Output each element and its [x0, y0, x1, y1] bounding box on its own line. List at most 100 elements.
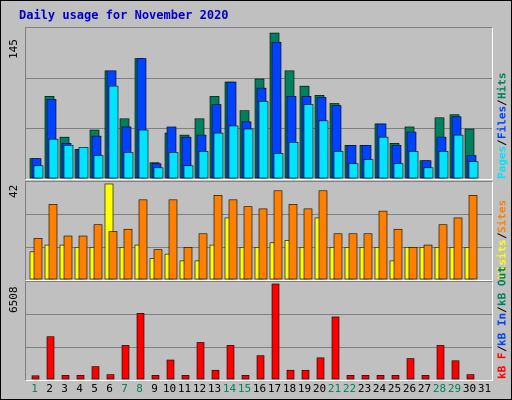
legend-entry: Pages [495, 145, 509, 179]
x-tick-label: 22 [342, 382, 357, 395]
chart-title: Daily usage for November 2020 [19, 8, 229, 22]
sites-bar [198, 233, 208, 280]
pages-bar [48, 138, 59, 179]
pages-bar [303, 104, 314, 179]
x-tick-label: 3 [61, 382, 68, 395]
x-tick-label: 9 [151, 382, 158, 395]
sites-bar [243, 206, 253, 280]
kb-f-bar [256, 355, 265, 380]
hits-files-pages-chart [26, 32, 492, 179]
pages-bar [348, 163, 359, 179]
y-max-label-bottom: 6508 [7, 286, 20, 314]
pages-bar [468, 161, 479, 179]
sites-bar [108, 231, 118, 280]
kb-f-bar [121, 345, 130, 380]
pages-bar [198, 151, 209, 179]
legend-entry: Files [495, 106, 509, 140]
pages-bar [273, 153, 284, 179]
legend-entry: / [495, 306, 509, 313]
x-tick-label: 7 [121, 382, 128, 395]
x-tick-label: 27 [417, 382, 432, 395]
kb-f-bar [61, 375, 70, 380]
pages-bar [393, 163, 404, 179]
pages-bar [258, 101, 269, 179]
pages-bar [33, 165, 44, 179]
kb-f-bar [226, 345, 235, 380]
sites-bar [468, 195, 478, 280]
kb-f-bar [421, 375, 430, 380]
kb-f-bar [31, 375, 40, 380]
sites-bar [393, 228, 403, 280]
legend-entry: kB Out [495, 266, 509, 307]
sites-bar [123, 228, 133, 280]
x-tick-label: 24 [372, 382, 387, 395]
kb-f-bar [376, 375, 385, 380]
sites-bar [303, 208, 313, 280]
x-tick-label: 19 [297, 382, 312, 395]
pages-bar [333, 151, 344, 179]
pages-bar [213, 132, 224, 179]
x-tick-label: 18 [282, 382, 297, 395]
x-tick-label: 16 [252, 382, 267, 395]
legend-entry: / [495, 345, 509, 353]
x-tick-label: 31 [477, 382, 492, 395]
kb-f-bar [166, 359, 175, 380]
legend-top: Pages / Files / Hits [495, 27, 509, 179]
x-tick-label: 6 [106, 382, 113, 395]
pages-bar [378, 136, 389, 179]
legend-entry: / [495, 139, 509, 146]
x-tick-label: 21 [327, 382, 342, 395]
x-tick-label: 28 [432, 382, 447, 395]
x-tick-label: 29 [447, 382, 462, 395]
sites-bar [168, 199, 178, 280]
x-tick-label: 11 [177, 382, 192, 395]
legend-entry: / [495, 232, 509, 240]
hits-files-pages-panel [25, 27, 493, 180]
pages-bar [138, 129, 149, 179]
pages-bar [63, 145, 74, 179]
x-tick-label: 15 [237, 382, 252, 395]
pages-bar [243, 128, 254, 179]
kb-f-bar [106, 374, 115, 380]
kb-f-bar [301, 369, 310, 380]
x-tick-label: 14 [222, 382, 237, 395]
legend-entry: Hits [495, 73, 509, 100]
x-tick-label: 20 [312, 382, 327, 395]
kb-f-bar [466, 374, 475, 380]
pages-bar [153, 167, 164, 179]
sites-bar [438, 224, 448, 280]
kb-f-bar [151, 375, 160, 380]
sites-bar [288, 204, 298, 280]
kb-f-bar [286, 369, 295, 380]
pages-bar [168, 152, 179, 179]
sites-bar [348, 233, 358, 280]
sites-bar [213, 195, 223, 280]
legend-middle: Visits / Sites [495, 181, 509, 280]
x-tick-label: 12 [192, 382, 207, 395]
kb-f-bar [331, 316, 340, 380]
visits-sites-panel [25, 181, 493, 281]
x-tick-label: 17 [267, 382, 282, 395]
legend-entry: Sites [495, 199, 509, 233]
sites-bar [93, 224, 103, 280]
pages-bar [363, 159, 374, 179]
sites-bar [408, 247, 418, 280]
x-tick-label: 26 [402, 382, 417, 395]
legend-bottom: kB F / kB In / kB Out [495, 266, 509, 379]
pages-bar [78, 147, 89, 179]
y-max-label-top: 145 [7, 39, 20, 59]
pages-bar [123, 152, 134, 179]
pages-bar [318, 120, 329, 179]
x-tick-label: 8 [136, 382, 143, 395]
pages-bar [93, 155, 104, 179]
sites-bar [258, 208, 268, 280]
kb-f-bar [241, 375, 250, 380]
kb-f-bar [436, 345, 445, 380]
x-tick-label: 13 [207, 382, 222, 395]
sites-bar [378, 210, 388, 280]
x-tick-label: 5 [91, 382, 98, 395]
sites-bar [48, 204, 58, 280]
kb-f-bar [391, 375, 400, 380]
sites-bar [78, 235, 88, 280]
